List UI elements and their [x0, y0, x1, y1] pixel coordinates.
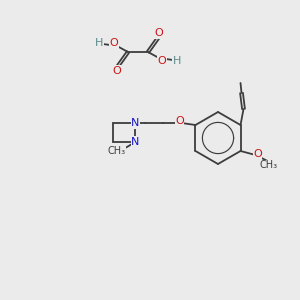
Text: O: O [253, 149, 262, 159]
Text: H: H [95, 38, 103, 48]
Text: N: N [131, 137, 140, 147]
Text: O: O [112, 66, 122, 76]
Text: H: H [173, 56, 181, 66]
Text: CH₃: CH₃ [107, 146, 125, 156]
Text: CH₃: CH₃ [260, 160, 278, 170]
Text: O: O [110, 38, 118, 48]
Text: N: N [131, 118, 140, 128]
Text: O: O [154, 28, 164, 38]
Text: O: O [158, 56, 166, 66]
Text: O: O [175, 116, 184, 126]
